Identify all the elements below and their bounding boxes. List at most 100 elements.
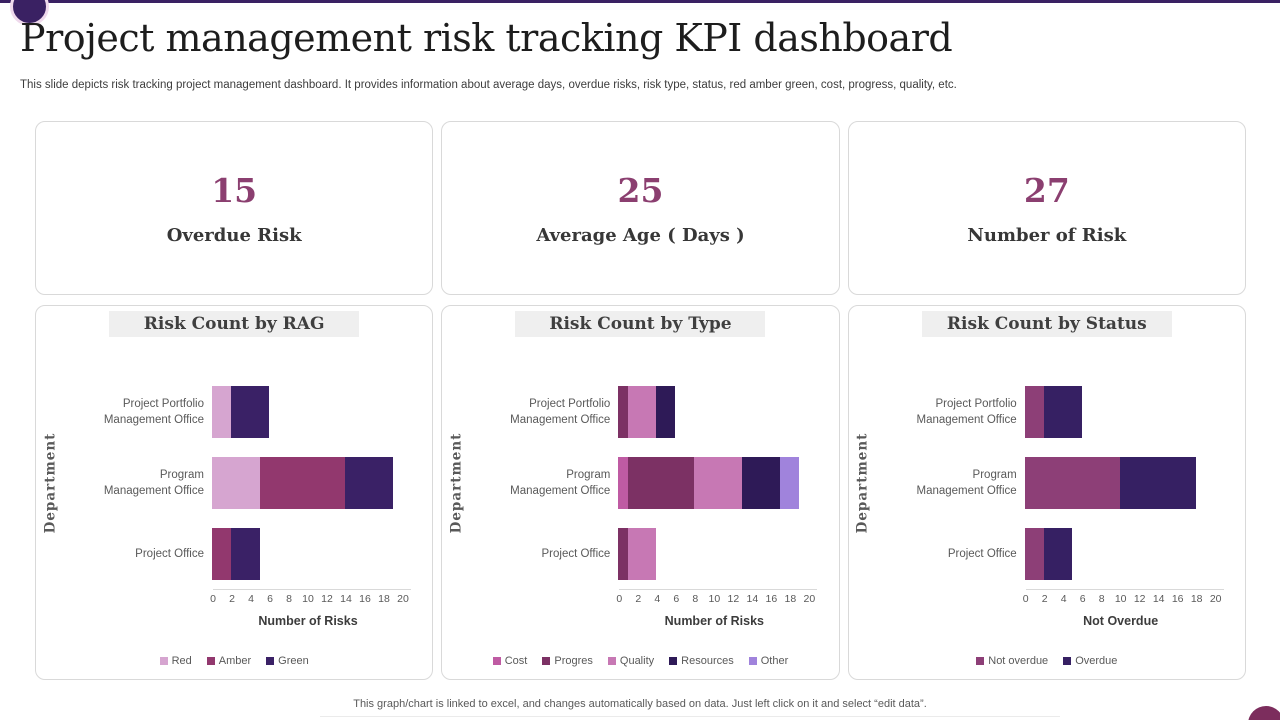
legend-label: Not overdue: [988, 655, 1049, 667]
x-tick-label: 0: [616, 593, 623, 605]
chart-bar-row: Program Management Office: [442, 457, 808, 509]
x-axis-title: Number of Risks: [664, 614, 764, 628]
legend-swatch: [159, 657, 168, 665]
x-axis-title: Not Overdue: [1083, 614, 1159, 628]
x-axis-ticks: 0 2 4 6 8 10 12 14 16 18 20: [1023, 593, 1222, 607]
legend-item: Amber: [206, 655, 252, 667]
kpi-label: Average Age ( Days ): [536, 224, 745, 246]
x-tick-label: 18: [1190, 593, 1203, 605]
x-tick-label: 16: [765, 593, 778, 605]
bar-track: [212, 386, 402, 438]
x-tick-label: 6: [673, 593, 680, 605]
x-tick-label: 18: [784, 593, 797, 605]
bottom-circle-decoration: [1248, 706, 1280, 720]
bar-segment-quality: [694, 457, 742, 509]
bar-track: [212, 457, 402, 509]
page-title: Project management risk tracking KPI das…: [20, 16, 953, 60]
kpi-label: Number of Risk: [967, 224, 1127, 246]
bar-segment-cost: [618, 457, 628, 509]
kpi-value: 25: [617, 170, 664, 210]
legend-item: Progres: [542, 655, 593, 667]
bar-track: [618, 528, 808, 580]
x-axis-title: Number of Risks: [258, 614, 358, 628]
chart-bar-row: Project Office: [36, 528, 402, 580]
kpi-card-number-of-risk: 27 Number of Risk: [847, 121, 1246, 295]
category-label: Project Portfolio Management Office: [103, 397, 204, 426]
bar-segment-green: [231, 528, 260, 580]
page-subtitle: This slide depicts risk tracking project…: [20, 79, 957, 91]
bar-track: [618, 386, 808, 438]
bar-segment-quality: [627, 386, 657, 438]
legend-swatch: [206, 657, 215, 665]
bar-segment-green: [345, 457, 393, 509]
chart-legend: Cost Progres Quality Resources Other: [442, 655, 838, 667]
bar-segment-green: [231, 386, 269, 438]
x-tick-label: 2: [1041, 593, 1048, 605]
bar-segment-overdue: [1119, 457, 1196, 509]
bar-track: [212, 528, 402, 580]
legend-item: Resources: [669, 655, 734, 667]
chart-bar-row: Project Portfolio Management Office: [36, 386, 402, 438]
chart-bar-row: Program Management Office: [849, 457, 1215, 509]
x-tick-label: 12: [321, 593, 333, 605]
bar-segment-quality: [627, 528, 657, 580]
chart-bar-row: Project Portfolio Management Office: [849, 386, 1215, 438]
legend-swatch: [266, 657, 275, 665]
bar-segment-progres: [618, 386, 628, 438]
legend-label: Quality: [619, 655, 655, 667]
x-tick-label: 0: [210, 593, 216, 605]
chart-risk-count-by-type[interactable]: Risk Count by Type Department 0 2 4 6 8 10 12 1…: [441, 305, 840, 680]
category-label: Project Portfolio Management Office: [510, 397, 611, 426]
bar-segment-resources: [741, 457, 780, 509]
x-tick-label: 16: [359, 593, 371, 605]
x-tick-label: 8: [1098, 593, 1105, 605]
bar-segment-amber: [212, 528, 231, 580]
bar-segment-not-overdue: [1024, 528, 1044, 580]
legend-label: Amber: [218, 655, 252, 667]
x-axis-line: [619, 589, 818, 590]
x-tick-label: 6: [267, 593, 273, 605]
category-label: Program Management Office: [916, 468, 1017, 497]
chart-title-band: Risk Count by RAG: [36, 311, 432, 337]
bar-segment-red: [212, 457, 260, 509]
legend-swatch: [492, 657, 501, 665]
chart-legend: Red Amber Green: [36, 655, 432, 667]
x-tick-label: 10: [708, 593, 721, 605]
bar-segment-overdue: [1043, 528, 1073, 580]
category-label: Program Management Office: [103, 468, 204, 497]
category-label: Project Office: [541, 547, 611, 560]
x-tick-label: 4: [248, 593, 254, 605]
legend-item: Quality: [607, 655, 655, 667]
bar-track: [618, 457, 808, 509]
x-tick-label: 16: [1171, 593, 1184, 605]
x-tick-label: 2: [229, 593, 235, 605]
legend-label: Other: [760, 655, 789, 667]
x-tick-label: 10: [1114, 593, 1127, 605]
legend-item: Overdue: [1063, 655, 1117, 667]
category-label: Project Office: [947, 547, 1017, 560]
x-tick-label: 14: [340, 593, 352, 605]
bar-track: [1024, 528, 1215, 580]
bar-segment-resources: [656, 386, 676, 438]
legend-label: Cost: [504, 655, 528, 667]
kpi-label: Overdue Risk: [166, 224, 302, 246]
x-tick-label: 14: [1152, 593, 1165, 605]
kpi-row: 15 Overdue Risk 25 Average Age ( Days ) …: [35, 121, 1246, 295]
x-tick-label: 20: [803, 593, 816, 605]
kpi-card-average-age: 25 Average Age ( Days ): [441, 121, 840, 295]
x-axis-ticks: 0 2 4 6 8 10 12 14 16 18 20: [616, 593, 815, 607]
chart-risk-count-by-status[interactable]: Risk Count by Status Department 0 2 4 6 8 10 1…: [847, 305, 1246, 680]
bar-segment-progres: [627, 457, 695, 509]
x-tick-label: 14: [746, 593, 759, 605]
x-tick-label: 20: [1209, 593, 1222, 605]
legend-item: Other: [748, 655, 789, 667]
x-tick-label: 10: [302, 593, 314, 605]
x-tick-label: 4: [1060, 593, 1067, 605]
bar-segment-red: [212, 386, 231, 438]
kpi-card-overdue-risk: 15 Overdue Risk: [35, 121, 434, 295]
chart-risk-count-by-rag[interactable]: Risk Count by RAG Department 0 2 4 6 8 10 12 14…: [35, 305, 434, 680]
chart-legend: Not overdue Overdue: [849, 655, 1245, 667]
bar-track: [1024, 457, 1215, 509]
legend-label: Green: [278, 655, 309, 667]
bar-segment-not-overdue: [1024, 386, 1044, 438]
